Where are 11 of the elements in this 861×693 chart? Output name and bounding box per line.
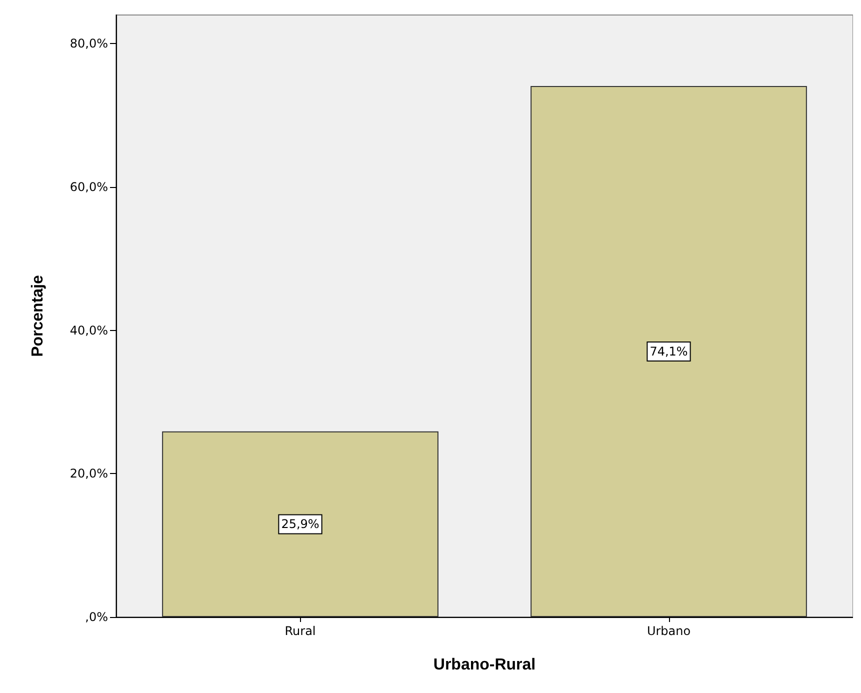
x-tick-label: Urbano xyxy=(646,624,691,638)
y-tick-label: 20,0% xyxy=(70,466,108,481)
y-tick-label: 40,0% xyxy=(70,323,108,338)
y-axis-title: Porcentaje xyxy=(30,274,46,357)
y-tick-label: 60,0% xyxy=(70,180,108,194)
y-tick-label: ,0% xyxy=(85,610,108,624)
x-axis-title: Urbano-Rural xyxy=(433,656,536,674)
y-tick-label: 80,0% xyxy=(70,36,108,51)
data-label: 74,1% xyxy=(650,344,688,358)
x-tick-label: Rural xyxy=(284,624,316,638)
data-label: 25,9% xyxy=(281,517,320,532)
